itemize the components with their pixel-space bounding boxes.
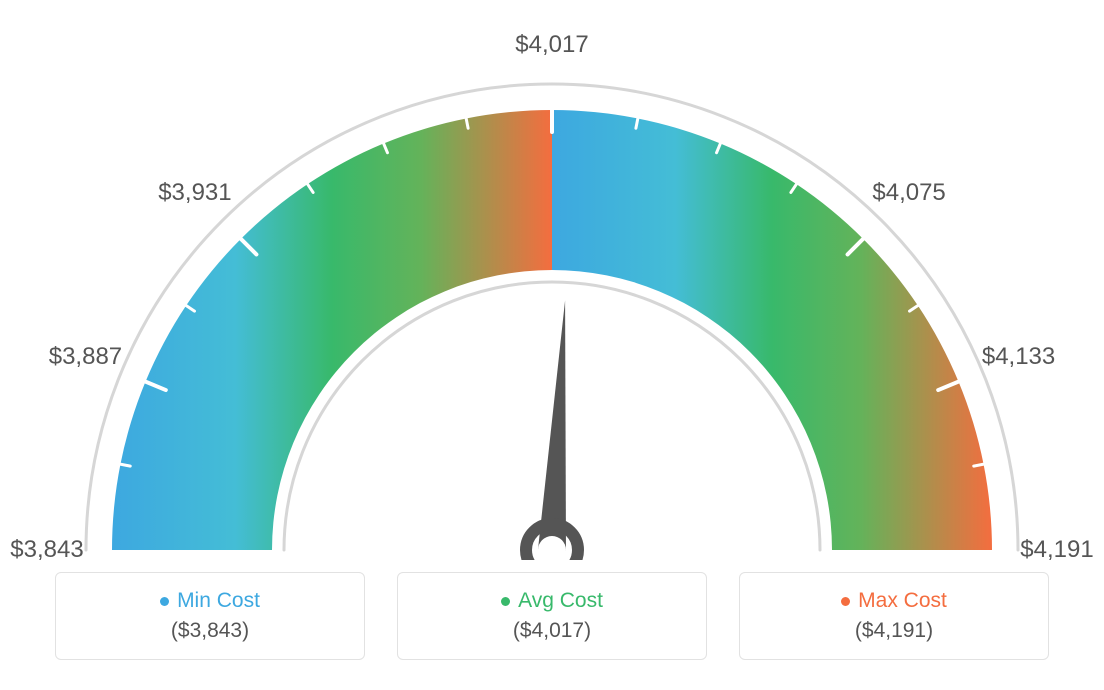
- legend-value-min: ($3,843): [171, 619, 249, 643]
- legend-card-avg: Avg Cost ($4,017): [397, 572, 707, 660]
- gauge-tick-label: $3,843: [10, 536, 83, 564]
- legend-dot-max: [841, 597, 850, 606]
- legend-label-max: Max Cost: [858, 589, 947, 613]
- legend-title-avg: Avg Cost: [501, 589, 603, 613]
- legend-value-avg: ($4,017): [513, 619, 591, 643]
- legend-dot-min: [160, 597, 169, 606]
- legend-label-avg: Avg Cost: [518, 589, 603, 613]
- legend-dot-avg: [501, 597, 510, 606]
- gauge-tick-label: $4,075: [872, 179, 945, 207]
- legend-title-min: Min Cost: [160, 589, 260, 613]
- legend-card-max: Max Cost ($4,191): [739, 572, 1049, 660]
- legend-card-min: Min Cost ($3,843): [55, 572, 365, 660]
- gauge-tick-label: $4,133: [982, 343, 1055, 371]
- gauge-tick-label: $4,191: [1020, 536, 1093, 564]
- gauge-tick-label: $3,887: [49, 343, 122, 371]
- gauge-tick-label: $4,017: [515, 31, 588, 59]
- legend-title-max: Max Cost: [841, 589, 947, 613]
- chart-container: $3,843 $3,887 $3,931 $4,017 $4,075 $4,133 $4,1…: [0, 0, 1104, 690]
- gauge-chart: $3,843$3,887$3,931$4,017$4,075$4,133$4,1…: [0, 0, 1104, 560]
- gauge-svg: [0, 0, 1104, 560]
- legend-value-max: ($4,191): [855, 619, 933, 643]
- legend-row: Min Cost ($3,843) Avg Cost ($4,017) Max …: [0, 572, 1104, 660]
- gauge-tick-label: $3,931: [158, 179, 231, 207]
- legend-label-min: Min Cost: [177, 589, 260, 613]
